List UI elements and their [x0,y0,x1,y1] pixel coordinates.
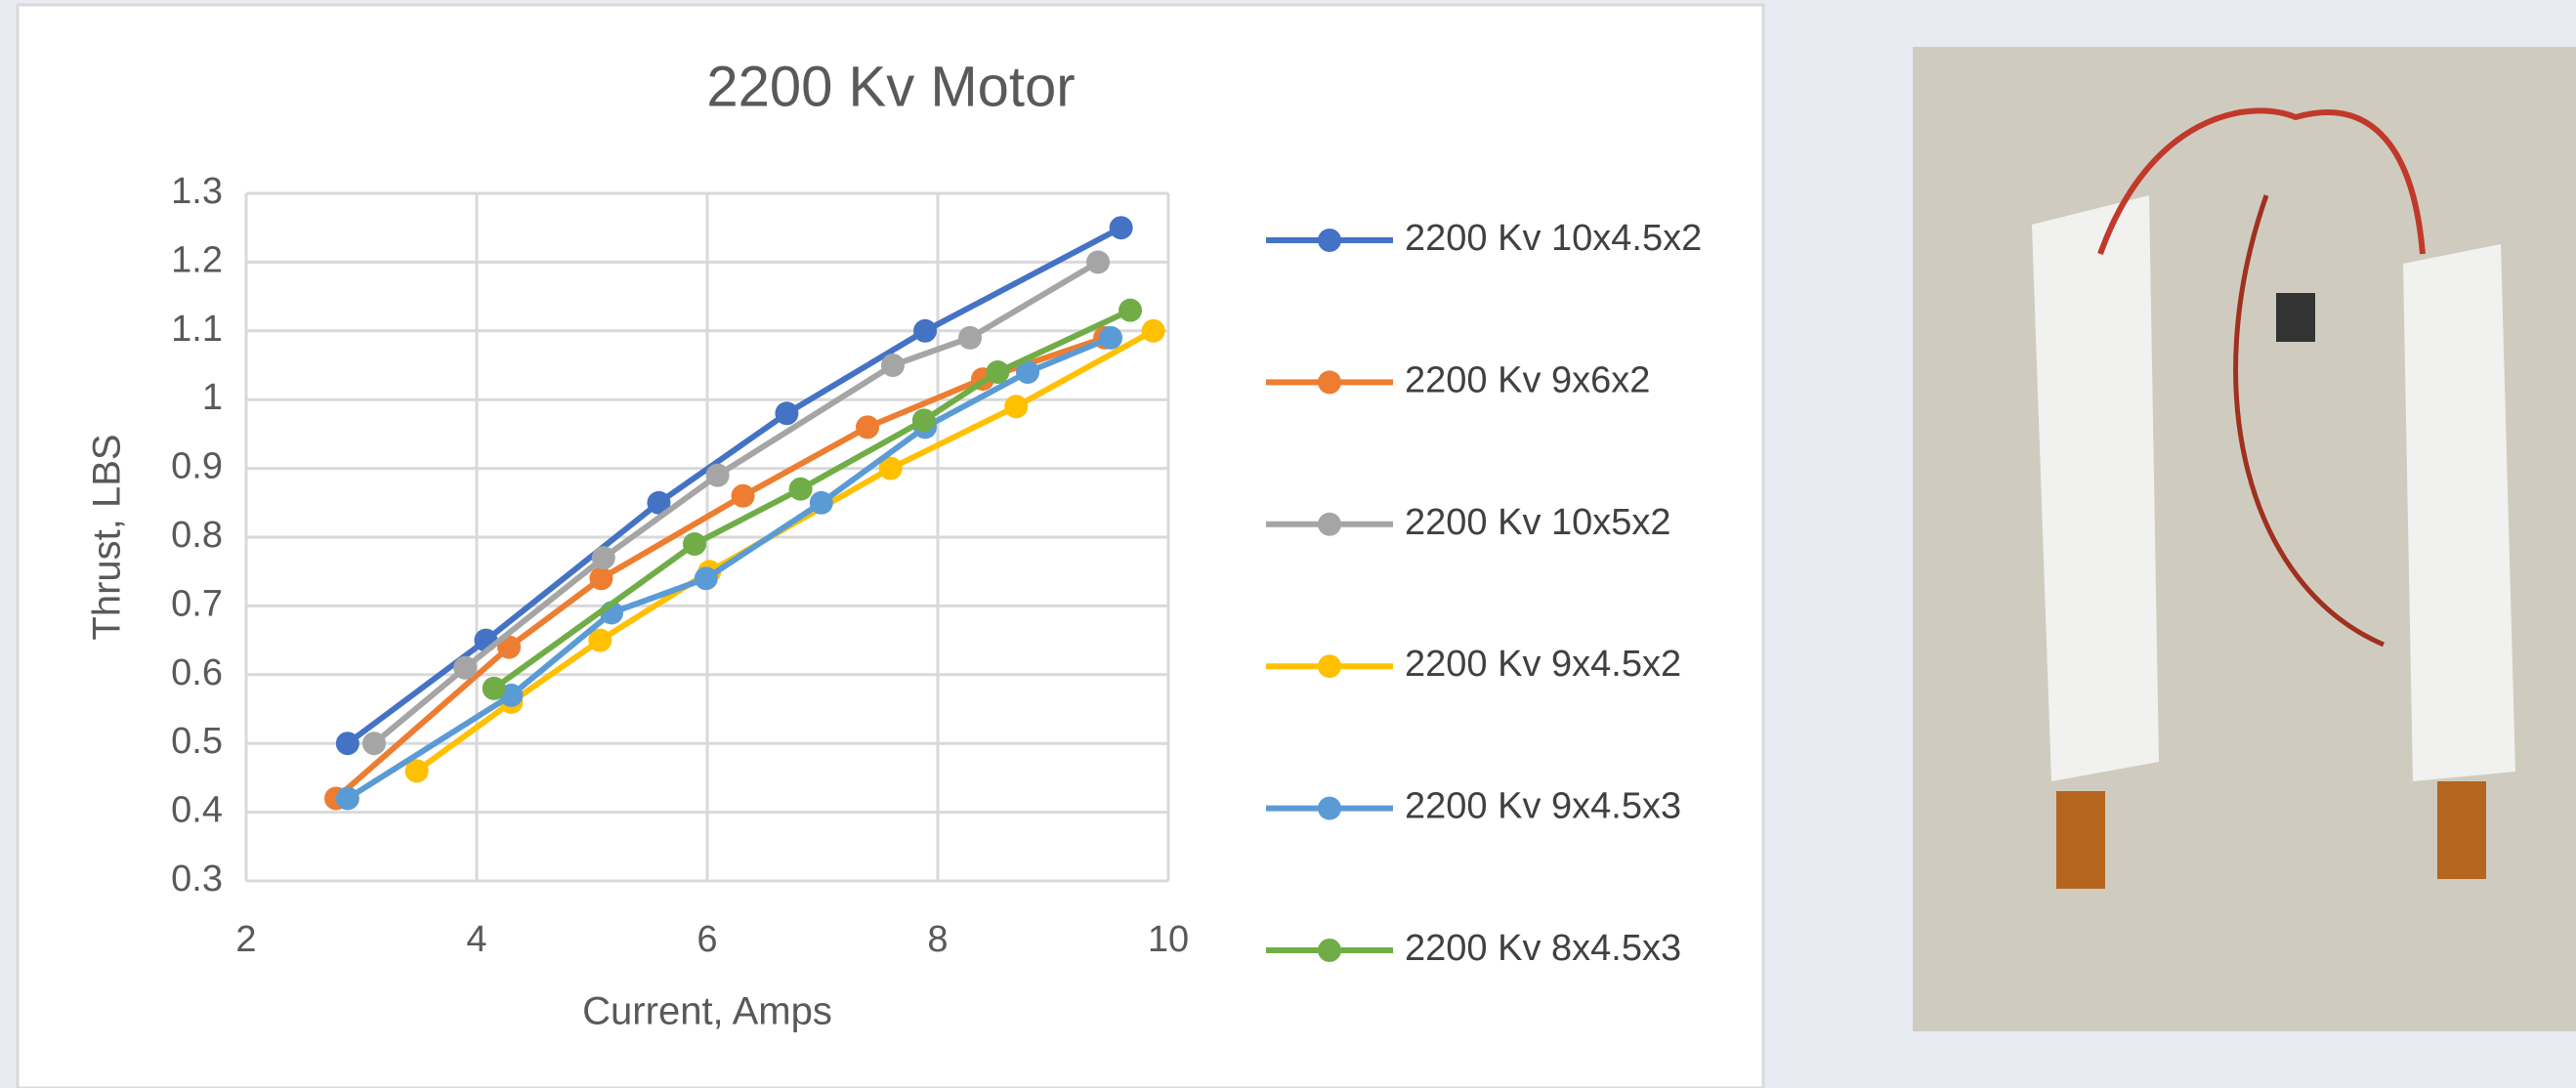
data-point [453,656,477,680]
y-tick-label: 0.5 [171,721,223,762]
data-point [732,484,755,508]
legend-label: 2200 Kv 10x5x2 [1405,502,1671,543]
legend-marker [1318,513,1341,536]
photo-motor [2437,781,2486,879]
y-tick-label: 0.6 [171,652,223,693]
data-point [1110,216,1133,239]
photo-frame-right [2403,244,2515,781]
y-tick-label: 0.8 [171,515,223,556]
data-point [881,354,905,377]
legend-label: 2200 Kv 8x4.5x3 [1405,928,1681,969]
data-point [912,408,936,432]
data-point [1086,250,1110,273]
chart-title: 2200 Kv Motor [706,55,1075,118]
x-axis-label: Current, Amps [582,990,832,1033]
legend-label: 2200 Kv 9x4.5x2 [1405,644,1681,685]
data-point [775,401,798,425]
data-point [695,566,718,590]
page: 2200 Kv Motor Current, Amps Thrust, LBS … [0,0,2576,1088]
data-point [336,732,359,755]
x-tick-label: 6 [697,919,717,960]
legend-marker [1318,797,1341,820]
data-point [810,491,833,515]
data-point [856,415,879,439]
data-point [589,566,612,590]
legend-marker [1318,229,1341,252]
data-point [706,464,730,487]
photo-frame-left [2032,195,2159,781]
legend-label: 2200 Kv 9x6x2 [1405,359,1650,400]
legend-label: 2200 Kv 10x4.5x2 [1405,218,1702,259]
data-point [958,326,982,350]
y-tick-label: 0.4 [171,790,223,831]
y-tick-label: 1 [202,377,223,418]
data-point [789,478,813,501]
x-tick-label: 10 [1148,919,1189,960]
y-tick-label: 0.7 [171,583,223,624]
legend-marker [1318,654,1341,678]
legend-marker [1318,370,1341,394]
data-point [913,319,937,343]
data-point [1099,326,1122,350]
data-point [1142,319,1165,343]
data-point [1004,395,1028,418]
photo-motor [2056,791,2105,889]
data-point [1119,299,1142,322]
chart-panel [18,5,1763,1088]
photo [1913,47,2576,1031]
y-axis-label: Thrust, LBS [86,434,129,640]
x-tick-label: 2 [235,919,256,960]
y-tick-label: 1.3 [171,171,223,212]
y-tick-label: 0.9 [171,446,223,487]
y-tick-label: 1.1 [171,309,223,350]
x-tick-label: 4 [466,919,486,960]
data-point [336,787,359,811]
data-point [986,360,1009,384]
data-point [362,732,386,755]
data-point [683,532,706,556]
y-tick-label: 0.3 [171,858,223,900]
x-tick-label: 8 [927,919,948,960]
data-point [483,677,506,700]
y-tick-label: 1.2 [171,239,223,280]
legend-marker [1318,939,1341,962]
data-point [592,546,615,569]
photo-receiver [2276,293,2315,342]
legend-label: 2200 Kv 9x4.5x3 [1405,786,1681,827]
